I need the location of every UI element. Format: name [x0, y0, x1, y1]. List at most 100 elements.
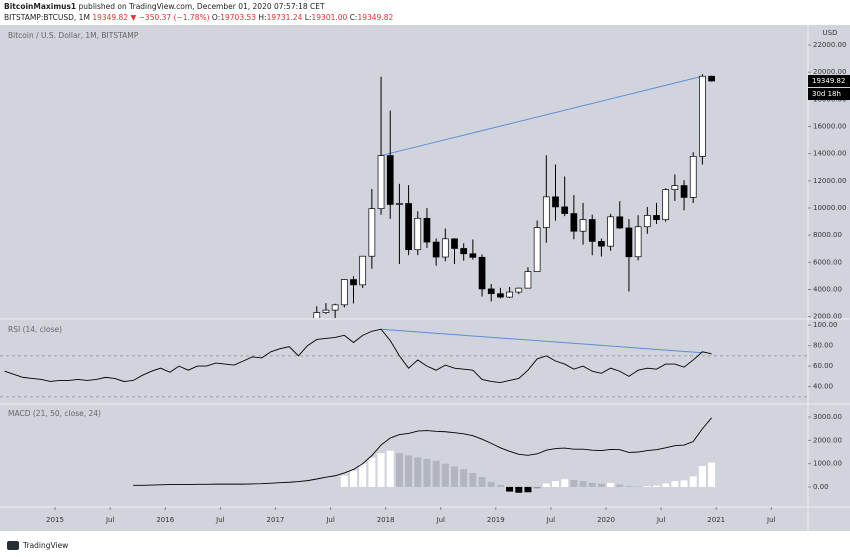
x-tick-label: 2020	[597, 516, 615, 524]
x-tick-label: 2017	[267, 516, 285, 524]
histogram-bar	[386, 450, 394, 487]
candle-body	[689, 156, 697, 198]
logo-icon	[7, 541, 19, 550]
histogram-bar	[607, 482, 615, 487]
candle-body	[542, 196, 550, 228]
y-tick-label: 12000.00	[813, 177, 846, 185]
histogram-bar	[478, 477, 486, 487]
candle-body	[625, 227, 633, 258]
y-tick-label: 60.00	[813, 362, 833, 370]
candle-body	[423, 217, 431, 243]
y-tick-label: 4000.00	[813, 285, 842, 293]
last-price-label: 19349.82	[812, 77, 845, 85]
candle-body	[643, 215, 651, 228]
trend-line	[381, 328, 703, 354]
histogram-bar	[653, 485, 660, 487]
candle-body	[506, 291, 513, 298]
histogram-bar	[506, 486, 514, 492]
histogram-bar	[368, 457, 376, 487]
histogram-bar	[708, 462, 716, 487]
histogram-bar	[350, 470, 357, 487]
histogram-bar	[405, 455, 413, 487]
countdown-label: 30d 18h	[812, 90, 841, 98]
histogram-bar	[533, 486, 541, 489]
candle-body	[469, 253, 477, 258]
candle-body	[478, 256, 486, 290]
candle-body	[396, 203, 403, 205]
candle-body	[653, 215, 660, 221]
x-tick-label: Jul	[656, 516, 666, 524]
candle-body	[432, 241, 440, 258]
candle-body	[533, 227, 541, 272]
histogram-bar	[588, 482, 596, 487]
candle-body	[386, 155, 394, 205]
candle-body	[588, 219, 596, 242]
symbol: BITSTAMP:BTCUSD, 1M	[4, 13, 90, 22]
panel-title: RSI (14, close)	[8, 325, 62, 334]
histogram-bar	[680, 480, 688, 487]
histogram-bar	[423, 458, 431, 487]
ohlc-value: 19301.00	[312, 13, 348, 22]
panel	[313, 74, 715, 318]
ohlc-value: 19703.53	[220, 13, 256, 22]
histogram-bar	[671, 481, 679, 487]
ohlc-value: 19731.24	[267, 13, 303, 22]
candle-body	[598, 241, 605, 247]
candle-body	[322, 309, 330, 313]
candle-body	[524, 271, 532, 289]
histogram-bar	[643, 486, 651, 487]
y-tick-label: 0.00	[813, 483, 829, 491]
y-tick-label: 14000.00	[813, 150, 846, 158]
candle-body	[607, 216, 614, 247]
unit-label: USD	[823, 29, 838, 37]
histogram-bar	[451, 466, 458, 487]
histogram-bar	[515, 486, 523, 493]
change: ▼ −350.37 (−1.78%)	[131, 13, 210, 22]
x-tick-label: 2015	[46, 516, 64, 524]
histogram-bar	[570, 479, 578, 487]
x-tick-label: 2016	[156, 516, 174, 524]
x-tick-label: Jul	[766, 516, 776, 524]
candle-body	[662, 189, 670, 221]
y-tick-label: 6000.00	[813, 258, 842, 266]
logo: TradingView	[7, 541, 68, 550]
histogram-bar	[460, 469, 468, 487]
histogram-bar	[561, 479, 569, 487]
trend-line	[380, 75, 703, 157]
candle-body	[515, 287, 523, 293]
y-tick-label: 16000.00	[813, 123, 846, 131]
x-tick-label: Jul	[546, 516, 556, 524]
y-tick-label: 3000.00	[813, 413, 842, 421]
candle-body	[331, 304, 339, 311]
candle-body	[441, 238, 449, 258]
y-tick-label: 80.00	[813, 342, 833, 350]
candle-body	[368, 208, 376, 257]
published: published on TradingView.com, December 0…	[79, 2, 325, 11]
histogram-bar	[698, 465, 706, 487]
price: 19349.82	[92, 13, 128, 22]
histogram-bar	[487, 481, 495, 487]
y-tick-label: 100.00	[813, 321, 838, 329]
line	[4, 328, 712, 383]
candle-body	[561, 206, 569, 214]
panel	[0, 328, 808, 398]
histogram-bar	[579, 481, 587, 487]
x-tick-label: Jul	[436, 516, 446, 524]
histogram-bar	[377, 453, 385, 487]
countdown-box	[808, 88, 850, 101]
candle-body	[405, 203, 412, 251]
panel	[133, 417, 716, 493]
candle-body	[708, 75, 715, 82]
x-tick-label: Jul	[325, 516, 335, 524]
y-tick-label: 40.00	[813, 383, 833, 391]
ohlc-label: H:	[258, 13, 266, 22]
candle-body	[359, 255, 367, 286]
histogram-bar	[616, 484, 624, 487]
candle-body	[671, 185, 679, 191]
header-line: BITSTAMP:BTCUSD, 1M 19349.82 ▼ −350.37 (…	[4, 13, 393, 22]
histogram-bar	[340, 475, 348, 487]
histogram-bar	[359, 463, 367, 487]
candle-body	[579, 219, 587, 232]
y-tick-label: 1000.00	[813, 460, 842, 468]
